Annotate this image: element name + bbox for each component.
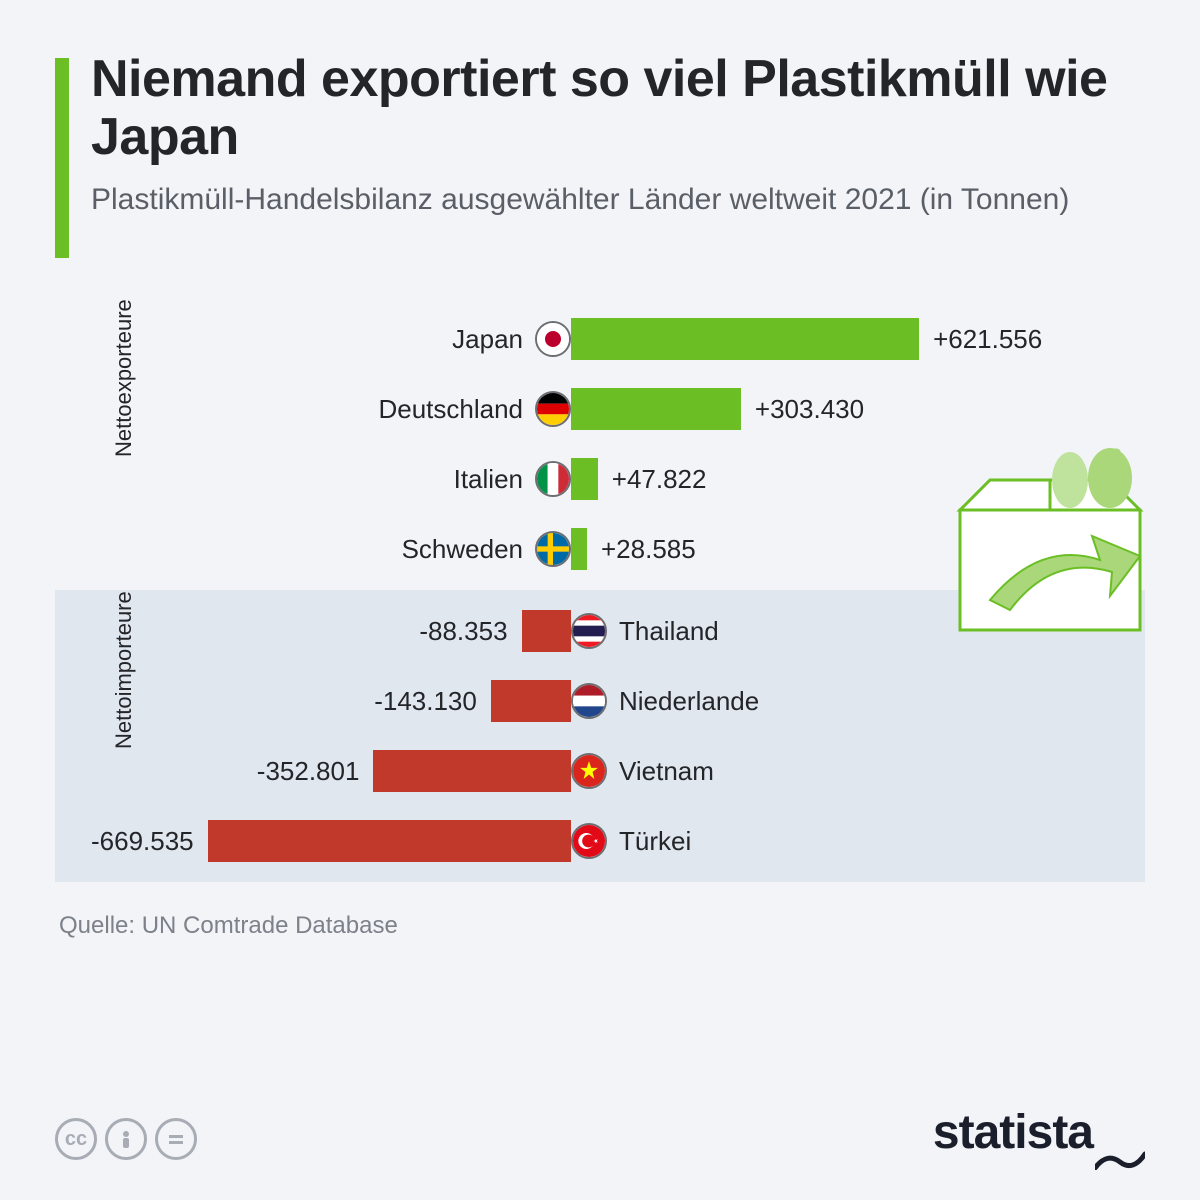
country-label: Japan — [452, 324, 523, 355]
cc-badge-by — [105, 1118, 147, 1160]
chart-row: Japan +621.556 — [91, 304, 1145, 374]
value-label: +47.822 — [612, 464, 707, 495]
bar — [571, 318, 919, 360]
country-label: Schweden — [402, 534, 523, 565]
value-label: +303.430 — [755, 394, 864, 425]
cc-badge-cc: cc — [55, 1118, 97, 1160]
country-label: Vietnam — [619, 756, 714, 787]
value-label: -143.130 — [374, 686, 477, 717]
flag-icon — [571, 753, 607, 789]
bar — [373, 750, 571, 792]
country-label: Niederlande — [619, 686, 759, 717]
flag-icon — [535, 461, 571, 497]
export-box-icon — [950, 440, 1160, 650]
chart-row: -352.801 Vietnam — [91, 736, 1145, 806]
chart-row: Deutschland +303.430 — [91, 374, 1145, 444]
statista-logo: statista — [933, 1105, 1145, 1160]
bar — [491, 680, 571, 722]
country-label: Italien — [454, 464, 523, 495]
value-label: -88.353 — [419, 616, 507, 647]
country-label: Thailand — [619, 616, 719, 647]
cc-license-badges: cc — [55, 1118, 197, 1160]
chart-row: -143.130 Niederlande — [91, 666, 1145, 736]
bar — [571, 388, 741, 430]
cc-badge-nd — [155, 1118, 197, 1160]
flag-icon — [535, 391, 571, 427]
value-label: -352.801 — [257, 756, 360, 787]
flag-icon — [571, 823, 607, 859]
headline: Niemand exportiert so viel Plastikmüll w… — [91, 50, 1145, 166]
source-label: Quelle: UN Comtrade Database — [59, 912, 1145, 940]
value-label: +28.585 — [601, 534, 696, 565]
bar — [571, 458, 598, 500]
bar — [208, 820, 571, 862]
flag-icon — [535, 531, 571, 567]
country-label: Türkei — [619, 826, 691, 857]
bar — [522, 610, 571, 652]
value-label: +621.556 — [933, 324, 1042, 355]
flag-icon — [571, 683, 607, 719]
value-label: -669.535 — [91, 826, 194, 857]
chart-row: -669.535 Türkei — [91, 806, 1145, 876]
flag-icon — [535, 321, 571, 357]
country-label: Deutschland — [378, 394, 523, 425]
bar — [571, 528, 587, 570]
flag-icon — [571, 613, 607, 649]
subheadline: Plastikmüll-Handelsbilanz ausgewählter L… — [91, 180, 1145, 219]
accent-bar — [55, 58, 69, 258]
